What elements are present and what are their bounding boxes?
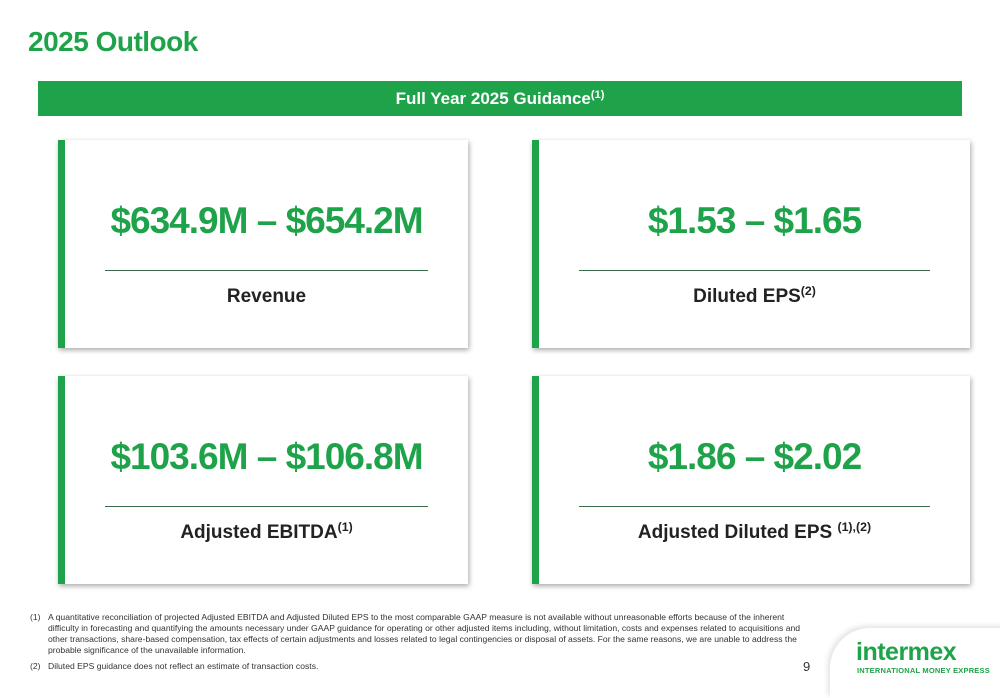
label-note: (1) [337,520,353,535]
banner: Full Year 2025 Guidance(1) [38,81,962,116]
footnote-text: Diluted EPS guidance does not reflect an… [48,661,319,671]
title: 2025 Outlook [28,26,198,57]
card: $634.9M – $654.2M Revenue [58,140,468,348]
page-number: 9 [803,659,811,674]
footnote: (2) Diluted EPS guidance does not reflect… [30,661,805,672]
card-value: $103.6M – $106.8M [110,436,423,477]
card: $103.6M – $106.8M Adjusted EBITDA(1) [58,376,468,584]
divider [105,270,428,271]
divider [105,506,428,507]
card-value: $1.86 – $2.02 [647,436,862,477]
divider [579,270,930,271]
card: $1.86 – $2.02 Adjusted Diluted EPS (1),(… [532,376,970,584]
footnote-marker: (1) [30,612,41,622]
footnote: (1) A quantitative reconciliation of proj… [30,612,805,656]
banner-note: (1) [590,88,605,101]
card-label: Revenue [65,286,468,308]
footnote-text: A quantitative reconciliation of project… [48,612,801,655]
card-label: Adjusted Diluted EPS (1),(2) [539,520,970,544]
divider [579,506,930,507]
footnote-marker: (2) [30,661,41,671]
label-text: Diluted EPS [693,286,801,307]
label-text: Adjusted EBITDA [180,522,338,543]
card-label: Diluted EPS(2) [539,284,970,308]
card-value: $1.53 – $1.65 [647,200,862,241]
label-note: (2) [800,284,816,299]
logo-tagline: INTERNATIONAL MONEY EXPRESS [857,666,990,675]
logo: intermex [856,638,957,666]
card: $1.53 – $1.65 Diluted EPS(2) [532,140,970,348]
label-text: Revenue [226,286,307,307]
card-label: Adjusted EBITDA(1) [65,520,468,544]
card-value: $634.9M – $654.2M [110,200,423,241]
label-note: (1),(2) [837,520,872,535]
banner-text: Full Year 2025 Guidance [395,89,591,108]
label-text: Adjusted Diluted EPS [637,522,838,543]
